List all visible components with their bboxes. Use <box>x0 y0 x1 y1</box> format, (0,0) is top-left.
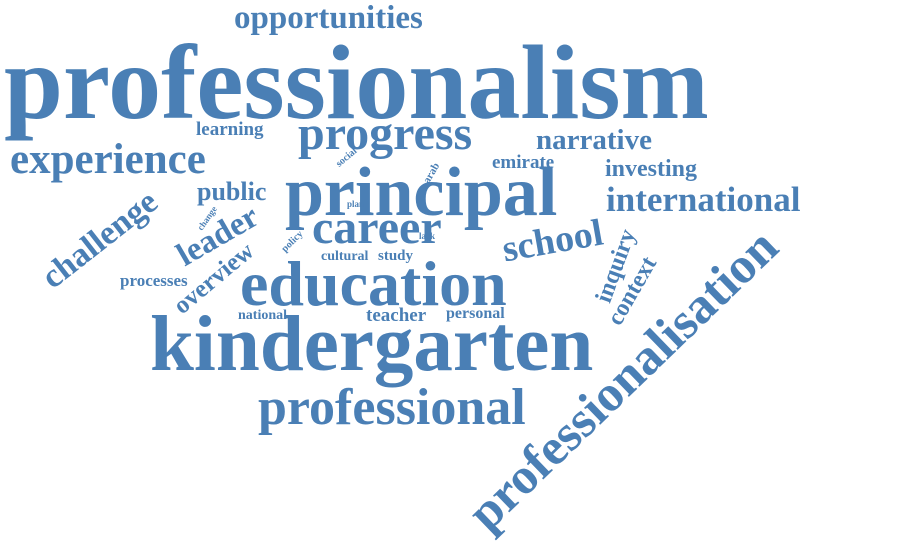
word-opportunities: opportunities <box>234 0 423 36</box>
word-principal: principal <box>285 154 558 231</box>
word-international: international <box>606 180 801 219</box>
word-lack: lack <box>419 231 436 241</box>
word-personal: personal <box>446 305 505 322</box>
word-professional: professional <box>258 379 526 436</box>
word-learning: learning <box>196 119 264 140</box>
word-processes: processes <box>120 271 188 290</box>
word-study: study <box>378 248 414 264</box>
word-investing: investing <box>605 156 698 182</box>
word-kindergarten: kindergarten <box>150 301 594 388</box>
word-teacher: teacher <box>366 305 427 326</box>
word-plan: plan <box>347 199 365 209</box>
word-professionalism: professionalism <box>4 24 709 141</box>
word-experience: experience <box>10 136 206 183</box>
word-emirate: emirate <box>492 152 555 173</box>
word-cultural: cultural <box>321 249 369 264</box>
word-career: career <box>312 201 442 254</box>
word-progress: progress <box>298 107 473 160</box>
word-education: education <box>240 248 507 319</box>
word-public: public <box>197 177 267 206</box>
word-national: national <box>238 308 288 323</box>
word-narrative: narrative <box>536 124 652 156</box>
